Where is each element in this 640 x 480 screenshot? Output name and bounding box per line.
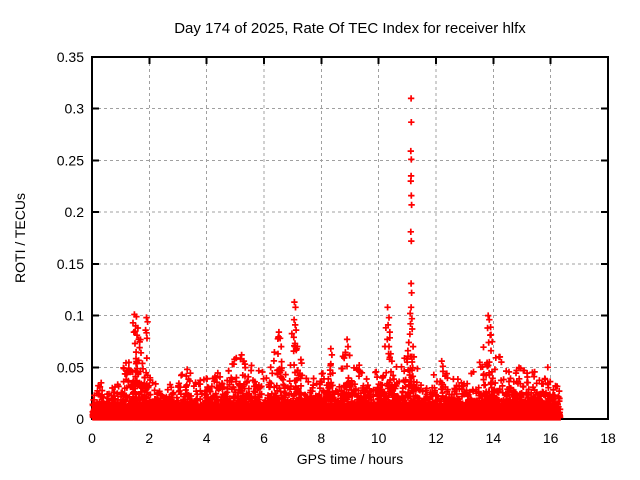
y-tick-label: 0.2 [65,204,85,220]
x-tick-label: 10 [371,430,387,446]
x-axis-label: GPS time / hours [297,451,404,467]
chart-title: Day 174 of 2025, Rate Of TEC Index for r… [174,20,526,37]
y-tick-label: 0.1 [65,308,85,324]
scatter-points [89,95,564,421]
tick-labels: 0 2 4 6 8 10 12 14 16 18 0 0.05 0.1 0.15 0.2 0.25 0.3 0.3… [57,49,616,446]
x-tick-label: 18 [600,430,616,446]
x-tick-label: 8 [317,430,325,446]
y-tick-label: 0.3 [65,101,85,117]
y-tick-label: 0 [76,411,84,427]
x-tick-label: 2 [145,430,153,446]
grid-lines [92,57,608,419]
x-tick-label: 0 [88,430,96,446]
y-tick-label: 0.15 [57,256,84,272]
y-tick-label: 0.05 [57,359,84,375]
data-outliers [98,95,551,386]
y-tick-label: 0.35 [57,49,84,65]
data-cloud [89,324,564,421]
x-tick-label: 14 [486,430,502,446]
x-tick-label: 6 [260,430,268,446]
y-axis-label: ROTI / TECUs [12,193,28,283]
x-tick-label: 16 [543,430,559,446]
x-tick-label: 12 [428,430,444,446]
x-tick-label: 4 [203,430,211,446]
y-tick-label: 0.25 [57,152,84,168]
